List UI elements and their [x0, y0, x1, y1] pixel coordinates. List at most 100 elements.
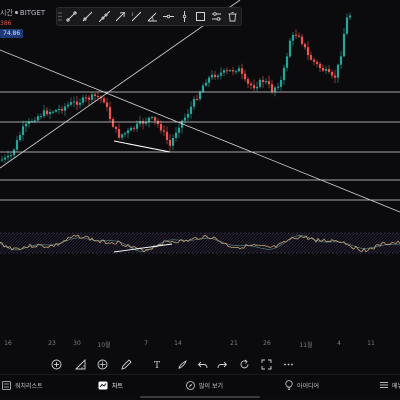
price-range-icon[interactable] [92, 354, 112, 374]
rsi-band [0, 233, 400, 253]
extended-line-icon[interactable] [96, 8, 112, 25]
candle-body [240, 68, 244, 74]
ray-icon[interactable] [80, 8, 96, 25]
bottom-navigation: 워치리스트 차트 많이 보기 아이디어 메뉴 [0, 374, 400, 395]
candle-body [339, 56, 343, 65]
nav-watchlist[interactable]: 워치리스트 [2, 378, 43, 392]
candle-body [216, 75, 220, 78]
candle-body [24, 123, 28, 127]
candle-body [234, 71, 238, 73]
measure-icon[interactable] [70, 354, 90, 374]
delete-icon[interactable] [225, 8, 241, 25]
candle-body [135, 123, 139, 129]
trend-line[interactable] [113, 140, 171, 153]
candle-body [150, 117, 154, 119]
time-axis-label: 26 [263, 340, 271, 347]
svg-text:T: T [154, 361, 160, 370]
symbol-header[interactable]: 시간 BITGET [0, 8, 45, 18]
candle-body [63, 106, 67, 111]
nav-menu[interactable]: 메뉴 [380, 378, 400, 392]
settings-icon[interactable] [209, 8, 225, 25]
candle-body [219, 72, 223, 76]
candle-body [213, 74, 217, 78]
compass-icon [186, 380, 195, 390]
time-axis-label: 11 [367, 340, 375, 347]
trend-line[interactable] [0, 0, 241, 169]
nav-ideas[interactable]: 아이디어 [285, 378, 319, 392]
candle-body [249, 83, 253, 86]
candle-body [285, 56, 289, 68]
redo-icon[interactable] [212, 354, 232, 374]
drag-handle-icon[interactable] [57, 8, 64, 25]
candle-body [54, 110, 58, 112]
undo-icon[interactable] [192, 354, 212, 374]
candle-body [255, 86, 259, 89]
candle-body [267, 81, 271, 85]
candle-body [207, 77, 211, 83]
text-tool-icon[interactable]: T [148, 354, 168, 374]
fullscreen-icon[interactable] [256, 354, 276, 374]
candle-body [177, 127, 181, 133]
candle-body [297, 35, 301, 37]
rsi-line [0, 234, 400, 253]
brush-icon[interactable] [172, 354, 192, 374]
candle-body [333, 75, 337, 78]
candle-body [321, 67, 325, 71]
candle-body [30, 121, 34, 123]
arrow-line-icon[interactable] [112, 8, 128, 25]
add-icon[interactable] [46, 354, 66, 374]
angle-line-icon[interactable] [144, 8, 160, 25]
candle-body [174, 132, 178, 138]
candle-body [102, 98, 106, 103]
candle-body [312, 59, 316, 62]
home-indicator [140, 396, 260, 398]
candle-body [114, 126, 118, 129]
candle-body [90, 94, 94, 100]
candle-body [3, 157, 7, 160]
reset-icon[interactable] [234, 354, 254, 374]
nav-explore-label: 많이 보기 [199, 382, 223, 390]
nav-explore[interactable]: 많이 보기 [186, 378, 223, 392]
candle-body [93, 94, 97, 96]
candle-body [33, 120, 37, 122]
candle-body [9, 155, 13, 157]
price-tag: 74.86 [0, 29, 24, 38]
horizontal-line-icon[interactable] [160, 8, 176, 25]
candle-body [66, 104, 70, 107]
more-icon[interactable] [278, 354, 298, 374]
info-line-icon[interactable]: i [128, 8, 144, 25]
candle-body [0, 159, 4, 161]
candle-body [180, 120, 184, 128]
time-axis[interactable]: 16 23 30 10월 7 14 21 26 11월 4 11 [0, 340, 400, 354]
candle-body [81, 97, 85, 103]
candle-body [291, 34, 295, 41]
drawing-tools-icon[interactable] [116, 354, 136, 374]
candle-body [120, 134, 124, 138]
trend-line[interactable] [0, 49, 400, 213]
vertical-line-icon[interactable] [177, 8, 193, 25]
candle-body [309, 55, 313, 60]
candle-body [57, 108, 61, 111]
nav-chart[interactable]: 차트 [98, 378, 123, 392]
watchlist-icon [2, 380, 11, 390]
candle-body [96, 95, 100, 97]
candle-body [162, 130, 166, 132]
candle-body [288, 40, 292, 57]
candle-body [36, 116, 40, 121]
trend-line-icon[interactable] [64, 8, 80, 25]
candle-body [300, 36, 304, 44]
candle-body [225, 70, 229, 72]
candle-body [327, 69, 331, 73]
candle-body [228, 70, 232, 72]
svg-text:i: i [132, 12, 133, 18]
candle-body [279, 80, 283, 87]
rectangle-icon[interactable] [193, 8, 209, 25]
candle-body [186, 113, 190, 118]
rsi-trend-line[interactable] [113, 243, 173, 253]
time-axis-label: 7 [144, 340, 148, 347]
candle-body [192, 98, 196, 107]
time-axis-label: 10월 [97, 342, 111, 349]
time-axis-label: 21 [230, 340, 238, 347]
